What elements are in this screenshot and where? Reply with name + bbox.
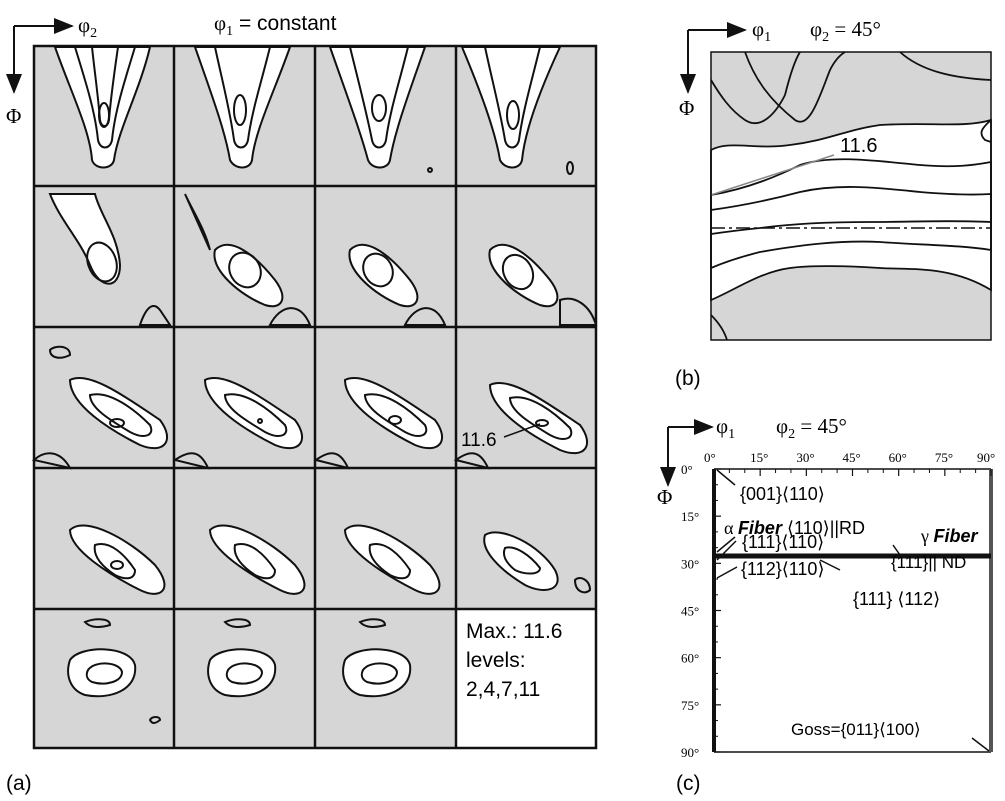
c-x-tick-label: 0° (704, 450, 716, 465)
ann-111-112: {111} ⟨112⟩ (853, 589, 940, 609)
c-y-tick-label: 15° (681, 509, 699, 524)
ann-goss: Goss={011}⟨100⟩ (791, 720, 921, 739)
contour-upper-mid (744, 51, 846, 123)
Phi-axis-label: Φ (6, 104, 21, 128)
c-y-tick-label: 60° (681, 651, 699, 666)
ann-gamma-fiber: γ Fiber (920, 526, 978, 546)
contour-group-r5c2 (207, 618, 277, 698)
panel-c: φ1 Φ φ2 = 45° 0° 15° 30° 45° 60° 75° 90° 0° 15°… (657, 414, 995, 795)
b-Phi-axis-label: Φ (679, 96, 694, 120)
panel-a-contours (31, 46, 598, 724)
ann-alpha-fiber: α Fiber ⟨110⟩||RD (724, 518, 865, 538)
panel-a-label: (a) (6, 772, 32, 795)
legend-levels: levels: (466, 649, 526, 672)
c-y-tick-label: 0° (681, 462, 693, 477)
c-x-tick-label: 30° (796, 450, 814, 465)
b-phi1-axis-label: φ1 (752, 17, 771, 45)
contour-upper-right (899, 51, 992, 81)
contour-group-r4c4 (483, 531, 592, 594)
panel-a-title: φ1 = constant (214, 11, 337, 39)
c-x-tick-label: 75° (935, 450, 953, 465)
panel-a-axes (6, 18, 541, 438)
peak-pointer-b (710, 154, 835, 196)
panel-c-axes (660, 419, 714, 487)
contour-group-r5c1 (67, 618, 162, 724)
panel-c-frame (712, 468, 993, 753)
ann-gamma-fiber-sub: {111}|| ND (891, 553, 966, 572)
contour-group-r4c1 (68, 524, 166, 595)
contour-group-r4c3 (343, 524, 441, 595)
contour-group-r2c1 (48, 193, 172, 326)
contour-group-r1c2 (193, 46, 292, 169)
ann-001-110: {001}⟨110⟩ (740, 484, 825, 504)
c-y-tick-label: 90° (681, 745, 699, 760)
contour-group-r1c4 (460, 46, 574, 175)
panel-b-label: (b) (675, 367, 701, 390)
c-x-tick-label: 15° (750, 450, 768, 465)
contour-group-r2c2 (184, 193, 312, 326)
panel-a-legend-cell (456, 609, 596, 748)
peak-label-a: 11.6 (461, 430, 497, 451)
contour-right-blip (980, 119, 992, 143)
c-Phi-axis-label: Φ (657, 485, 672, 509)
contour-group-r4c2 (208, 524, 306, 595)
panel-c-title: φ2 = 45° (776, 414, 847, 442)
c-y-tick-label: 75° (681, 698, 699, 713)
panel-a: φ2 Φ φ1 = constant 11.6 Max.: 11.6 level… (6, 11, 598, 795)
panel-c-y-ticks: 0° 15° 30° 45° 60° 75° 90° (681, 462, 721, 760)
panel-c-leaders (716, 469, 990, 752)
contour-upper-left (710, 51, 801, 125)
legend-values: 2,4,7,11 (466, 678, 540, 701)
contour-group-r5c3 (342, 618, 412, 698)
peak-pointer-line (503, 423, 541, 438)
panel-b-frame (710, 51, 992, 341)
c-x-tick-label: 60° (889, 450, 907, 465)
peak-label-b: 11.6 (840, 135, 877, 157)
legend-max: Max.: 11.6 (466, 620, 563, 643)
ann-112-110: {112}⟨110⟩ (741, 559, 824, 579)
c-phi1-axis-label: φ1 (716, 414, 735, 442)
panel-c-x-ticks: 0° 15° 30° 45° 60° 75° 90° (704, 450, 995, 476)
ann-111-110: {111}⟨110⟩ (742, 532, 824, 552)
contour-group-r2c3 (348, 243, 447, 326)
panel-b-title: φ2 = 45° (810, 17, 881, 45)
c-y-tick-label: 30° (681, 556, 699, 571)
contour-group-r1c1 (53, 46, 152, 169)
phi2-axis-label: φ2 (78, 13, 97, 41)
panel-c-label: (c) (676, 772, 701, 795)
c-x-tick-label: 90° (977, 450, 995, 465)
panel-b: φ1 Φ φ2 = 45° 11.6 (b) (675, 17, 992, 390)
c-x-tick-label: 45° (843, 450, 861, 465)
contour-group-r3c2 (172, 377, 304, 470)
contour-group-r2c4 (488, 243, 598, 326)
contour-lower-left (710, 314, 728, 341)
panel-b-axes (680, 22, 747, 94)
panel-a-grid-lines (32, 44, 598, 750)
contour-group-r1c3 (328, 46, 433, 173)
c-y-tick-label: 45° (681, 604, 699, 619)
